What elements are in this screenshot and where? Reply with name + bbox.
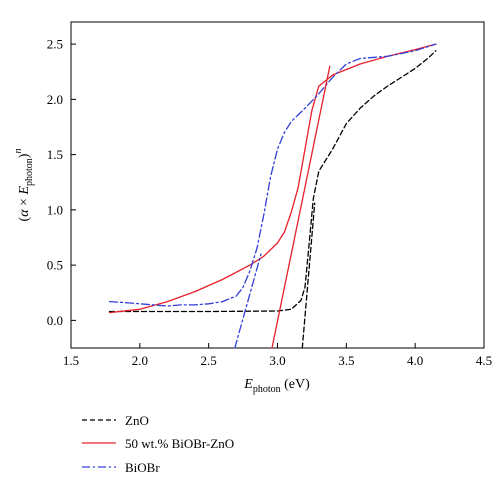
legend-item-biobr: BiOBr	[82, 460, 160, 475]
data-series	[108, 43, 437, 349]
axis-ticks: 1.5 2.0 2.5 3.0 3.5 4.0 4.5 0.0 0.5 1.0 1.5 2.0 2.5	[47, 37, 492, 368]
x-axis-label: Ephoton (eV)	[243, 377, 310, 395]
x-tick-label: 1.5	[63, 353, 79, 368]
x-tick-label: 4.5	[476, 353, 492, 368]
legend-label-zno: ZnO	[125, 413, 149, 428]
y-tick-label: 2.0	[47, 92, 63, 107]
x-tick-label: 3.0	[269, 353, 285, 368]
x-tick-label: 3.5	[338, 353, 354, 368]
series-line-biobr	[108, 43, 437, 307]
x-tick-label: 2.0	[132, 353, 148, 368]
legend-label-biobr: BiOBr	[125, 460, 160, 475]
y-tick-label: 0.5	[47, 258, 63, 273]
series-line-zno	[108, 50, 437, 313]
tangent-line-5	[234, 253, 262, 349]
plot-frame	[70, 21, 485, 349]
y-axis-label: (α × Ephoton)n	[13, 149, 35, 222]
y-tick-label: 0.0	[47, 313, 63, 328]
legend-item-zno: ZnO	[82, 413, 149, 428]
legend-label-composite: 50 wt.% BiOBr-ZnO	[125, 436, 234, 451]
tangent-line-4	[301, 202, 316, 349]
y-tick-label: 2.5	[47, 37, 63, 52]
series-line-50-wt-biobr-zno	[108, 43, 437, 314]
x-tick-label: 4.0	[407, 353, 423, 368]
legend-item-composite: 50 wt.% BiOBr-ZnO	[82, 436, 234, 451]
y-tick-label: 1.0	[47, 202, 63, 217]
y-tick-label: 1.5	[47, 147, 63, 162]
legend: ZnO 50 wt.% BiOBr-ZnO BiOBr	[82, 413, 234, 475]
x-tick-label: 2.5	[201, 353, 217, 368]
tangent-line-3	[271, 65, 331, 349]
